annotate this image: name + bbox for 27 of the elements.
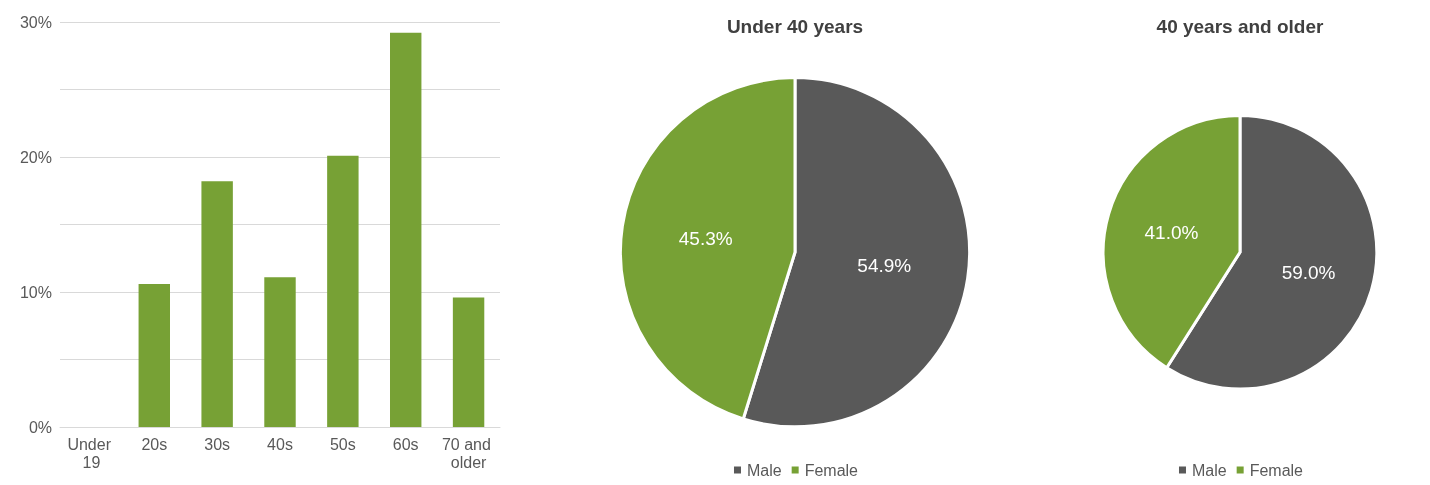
bar xyxy=(138,283,170,427)
x-tick-label: 30s xyxy=(204,435,231,453)
y-tick-label: 20% xyxy=(19,148,52,166)
x-tick-label: 40s xyxy=(267,435,293,453)
bar xyxy=(264,277,296,427)
y-tick-label: 0% xyxy=(28,418,52,436)
bar xyxy=(327,155,359,427)
legend-label: Male xyxy=(746,461,782,479)
bar xyxy=(452,297,485,427)
legend-label: Female xyxy=(1249,461,1304,479)
x-tick-label: Under 19 xyxy=(67,435,116,471)
legend-label: Male xyxy=(1191,461,1227,479)
y-tick-label: 10% xyxy=(19,283,52,301)
x-tick-label: 20s xyxy=(141,435,168,453)
chart-title: Under 40 years xyxy=(726,16,864,37)
bar xyxy=(390,32,422,427)
y-tick-label: 30% xyxy=(19,13,52,31)
chart-title: 40 years and older xyxy=(1156,16,1325,37)
data-label: 54.9% xyxy=(857,255,912,277)
bar xyxy=(201,181,233,427)
x-tick-label: 70 and older xyxy=(441,435,496,471)
data-label: 59.0% xyxy=(1281,261,1336,283)
legend-label: Female xyxy=(804,461,859,479)
x-tick-label: 60s xyxy=(392,435,419,453)
data-label: 41.0% xyxy=(1144,221,1199,243)
data-label: 45.3% xyxy=(678,228,733,250)
x-tick-label: 50s xyxy=(329,435,356,453)
